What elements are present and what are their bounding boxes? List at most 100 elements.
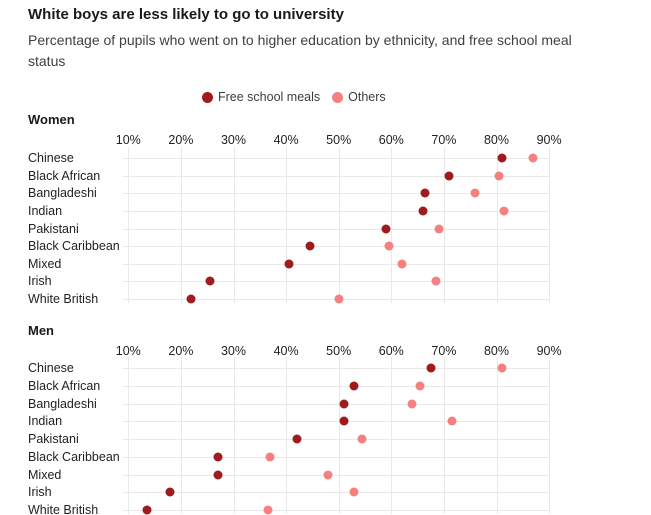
- row-gridline: [123, 368, 549, 370]
- vertical-gridline: [180, 147, 182, 303]
- category-label-white-british: White British: [28, 502, 99, 515]
- row-gridline: [123, 474, 549, 476]
- vertical-gridline: [549, 147, 551, 303]
- row-gridline: [123, 228, 549, 230]
- dot-women-others-black-caribbean: [384, 241, 394, 251]
- category-label-chinese: Chinese: [28, 361, 74, 376]
- dot-women-free-school-meals-indian: [418, 206, 428, 216]
- category-label-pakistani: Pakistani: [28, 432, 79, 447]
- x-tick-label: 30%: [220, 344, 247, 358]
- dot-women-free-school-meals-black-african: [444, 171, 454, 181]
- category-label-indian: Indian: [28, 414, 63, 429]
- legend-dot-free-school-meals-icon: [202, 91, 213, 103]
- dot-men-others-black-african: [415, 381, 425, 391]
- category-label-chinese: Chinese: [28, 151, 74, 166]
- legend-label-free-school-meals: Free school meals: [218, 90, 321, 104]
- dot-women-free-school-meals-bangladeshi: [420, 188, 430, 198]
- row-gridline: [123, 421, 549, 423]
- vertical-gridline: [391, 147, 393, 303]
- x-tick-label: 20%: [168, 133, 194, 147]
- vertical-gridline: [443, 147, 445, 303]
- dot-men-others-chinese: [497, 363, 507, 373]
- vertical-gridline: [286, 147, 288, 303]
- x-tick-label: 80%: [483, 133, 510, 147]
- dot-men-others-indian: [447, 416, 457, 426]
- dot-women-others-pakistani: [434, 224, 444, 233]
- row-gridline: [123, 193, 549, 195]
- dot-women-others-black-african: [494, 171, 504, 181]
- vertical-gridline: [180, 357, 182, 514]
- panel-label-women: Women: [28, 112, 75, 127]
- vertical-gridline: [443, 357, 445, 514]
- dot-women-free-school-meals-pakistani: [381, 224, 391, 233]
- x-tick-label: 60%: [378, 344, 404, 358]
- category-label-pakistani: Pakistani: [28, 221, 79, 236]
- x-tick-label: 90%: [536, 344, 562, 358]
- row-gridline: [123, 246, 549, 248]
- row-gridline: [123, 210, 549, 212]
- dot-men-free-school-meals-mixed: [213, 470, 223, 479]
- x-tick-label: 40%: [273, 133, 299, 147]
- row-gridline: [123, 263, 549, 265]
- x-tick-label: 20%: [168, 344, 194, 358]
- legend-dot-others-icon: [332, 91, 344, 103]
- x-tick-label: 50%: [326, 133, 352, 147]
- vertical-gridline: [286, 357, 288, 514]
- chart-title: White boys are less likely to go to univ…: [28, 6, 344, 23]
- x-tick-label: 70%: [431, 344, 457, 358]
- category-label-black-african: Black African: [28, 168, 101, 183]
- vertical-gridline: [338, 357, 340, 514]
- row-gridline: [123, 456, 549, 458]
- vertical-gridline: [128, 147, 130, 303]
- dot-women-others-indian: [499, 206, 509, 216]
- dot-men-others-irish: [349, 487, 359, 497]
- row-gridline: [123, 509, 549, 511]
- legend-item-free-school-meals: Free school meals: [202, 90, 320, 104]
- row-gridline: [123, 158, 549, 160]
- dot-women-others-irish: [431, 276, 441, 286]
- vertical-gridline: [233, 147, 235, 303]
- row-gridline: [123, 492, 549, 494]
- row-gridline: [123, 281, 549, 283]
- vertical-gridline: [391, 357, 393, 514]
- vertical-gridline: [233, 357, 235, 514]
- vertical-gridline: [496, 147, 498, 303]
- category-label-black-caribbean: Black Caribbean: [28, 449, 120, 464]
- row-gridline: [123, 175, 549, 177]
- x-tick-label: 90%: [536, 133, 562, 147]
- dot-men-free-school-meals-white-british: [142, 505, 152, 515]
- vertical-gridline: [496, 357, 498, 514]
- dot-men-free-school-meals-black-african: [349, 381, 359, 391]
- category-label-irish: Irish: [28, 274, 52, 289]
- x-tick-label: 40%: [273, 344, 299, 358]
- dot-women-free-school-meals-white-british: [186, 294, 196, 304]
- legend-label-others: Others: [348, 90, 386, 104]
- dot-men-others-pakistani: [357, 434, 367, 444]
- dot-men-free-school-meals-chinese: [426, 363, 436, 373]
- dot-men-others-mixed: [323, 470, 333, 479]
- row-gridline: [123, 439, 549, 441]
- dot-men-free-school-meals-black-caribbean: [213, 452, 223, 462]
- dot-women-others-bangladeshi: [470, 188, 480, 198]
- vertical-gridline: [338, 147, 340, 303]
- category-label-irish: Irish: [28, 485, 52, 500]
- x-tick-label: 10%: [115, 344, 141, 358]
- category-label-white-british: White British: [28, 291, 99, 306]
- dot-women-others-chinese: [528, 153, 538, 163]
- category-label-bangladeshi: Bangladeshi: [28, 396, 97, 411]
- dot-women-free-school-meals-irish: [205, 276, 215, 286]
- x-tick-label: 10%: [115, 133, 141, 147]
- chart-subtitle: Percentage of pupils who went on to high…: [28, 32, 572, 69]
- x-tick-label: 30%: [220, 133, 247, 147]
- category-label-mixed: Mixed: [28, 256, 62, 271]
- dot-women-others-mixed: [397, 259, 407, 269]
- dot-men-others-bangladeshi: [407, 399, 417, 409]
- dot-women-free-school-meals-black-caribbean: [305, 241, 315, 251]
- dot-men-free-school-meals-indian: [339, 416, 349, 426]
- legend-item-others: Others: [332, 90, 386, 104]
- category-label-mixed: Mixed: [28, 467, 62, 482]
- row-gridline: [123, 386, 549, 387]
- dot-women-free-school-meals-chinese: [497, 153, 507, 163]
- dot-men-others-black-caribbean: [265, 452, 275, 462]
